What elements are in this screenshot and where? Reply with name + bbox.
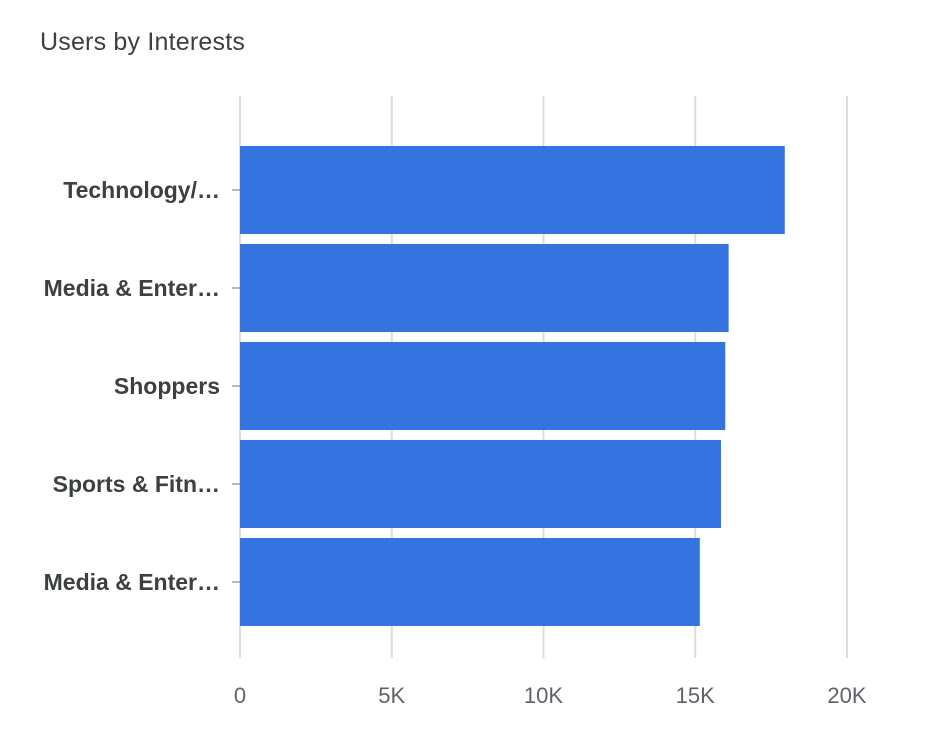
x-tick-label: 15K bbox=[676, 683, 715, 708]
category-label: Shoppers bbox=[114, 373, 220, 399]
bar[interactable] bbox=[240, 244, 729, 332]
x-tick-label: 20K bbox=[827, 683, 866, 708]
bar[interactable] bbox=[240, 342, 726, 430]
bar[interactable] bbox=[240, 146, 785, 234]
chart-title: Users by Interests bbox=[40, 28, 246, 56]
category-label: Media & Enter… bbox=[44, 275, 220, 301]
x-tick-label: 10K bbox=[524, 683, 563, 708]
category-label: Media & Enter… bbox=[44, 569, 220, 595]
category-label: Sports & Fitn… bbox=[53, 471, 220, 497]
bar[interactable] bbox=[240, 440, 722, 528]
category-label: Technology/… bbox=[63, 177, 220, 203]
x-tick-label: 5K bbox=[378, 683, 405, 708]
bar[interactable] bbox=[240, 538, 700, 626]
x-tick-label: 0 bbox=[234, 683, 246, 708]
